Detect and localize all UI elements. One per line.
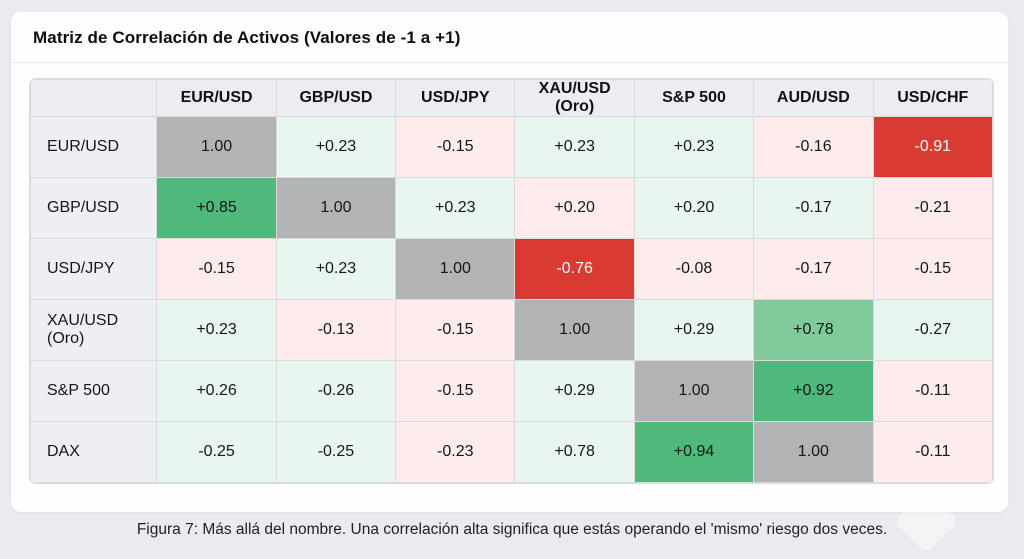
matrix-cell: -0.11	[872, 360, 993, 422]
matrix-cell: -0.76	[514, 238, 635, 300]
matrix-cell: +0.23	[514, 116, 635, 178]
column-header: EUR/USD	[156, 79, 277, 117]
matrix-cell: -0.15	[395, 299, 516, 361]
matrix-cell: -0.27	[872, 299, 993, 361]
matrix-cell: 1.00	[514, 299, 635, 361]
correlation-matrix-container: EUR/USD GBP/USD USD/JPY XAU/USD (Oro) S&P 50…	[29, 78, 994, 484]
matrix-header-row: EUR/USD GBP/USD USD/JPY XAU/USD (Oro) S&P 50…	[30, 79, 993, 117]
column-header: USD/JPY	[395, 79, 516, 117]
row-header: USD/JPY	[30, 238, 158, 300]
matrix-cell: 1.00	[633, 360, 755, 422]
row-header: XAU/USD (Oro)	[30, 299, 158, 361]
matrix-cell: -0.15	[395, 360, 516, 422]
matrix-cell: -0.17	[753, 177, 874, 239]
matrix-cell: -0.13	[275, 299, 397, 361]
matrix-cell: +0.92	[753, 360, 874, 422]
matrix-cell: +0.23	[275, 116, 397, 178]
matrix-cell: -0.91	[872, 116, 993, 178]
matrix-cell: +0.23	[395, 177, 516, 239]
matrix-cell: 1.00	[753, 421, 874, 483]
matrix-cell: 1.00	[156, 116, 277, 178]
matrix-cell: -0.15	[395, 116, 516, 178]
matrix-cell: -0.16	[753, 116, 874, 178]
matrix-cell: +0.85	[156, 177, 277, 239]
matrix-cell: -0.15	[872, 238, 993, 300]
row-header: S&P 500	[30, 360, 158, 422]
figure-title: Matriz de Correlación de Activos (Valore…	[11, 12, 1008, 63]
matrix-row: USD/JPY -0.15 +0.23 1.00 -0.76 -0.08 -0.17 -0.1…	[30, 238, 993, 300]
matrix-cell: +0.20	[633, 177, 755, 239]
matrix-cell: +0.29	[633, 299, 755, 361]
correlation-matrix: EUR/USD GBP/USD USD/JPY XAU/USD (Oro) S&P 50…	[30, 79, 993, 483]
matrix-row: S&P 500 +0.26 -0.26 -0.15 +0.29 1.00 +0.92 -0.1…	[30, 360, 993, 422]
matrix-cell: +0.78	[514, 421, 635, 483]
matrix-cell: 1.00	[395, 238, 516, 300]
row-header: DAX	[30, 421, 158, 483]
matrix-body: EUR/USD 1.00 +0.23 -0.15 +0.23 +0.23 -0.16 -0.9…	[30, 116, 993, 483]
column-header: AUD/USD	[753, 79, 874, 117]
matrix-cell: -0.15	[156, 238, 277, 300]
column-header: GBP/USD	[275, 79, 397, 117]
matrix-cell: -0.25	[275, 421, 397, 483]
matrix-cell: -0.17	[753, 238, 874, 300]
matrix-cell: -0.08	[633, 238, 755, 300]
matrix-cell: -0.23	[395, 421, 516, 483]
column-header: XAU/USD (Oro)	[514, 79, 635, 117]
matrix-corner-cell	[30, 79, 158, 117]
column-header: S&P 500	[633, 79, 755, 117]
matrix-head: EUR/USD GBP/USD USD/JPY XAU/USD (Oro) S&P 50…	[30, 79, 993, 117]
column-header: USD/CHF	[872, 79, 993, 117]
matrix-cell: +0.78	[753, 299, 874, 361]
matrix-cell: +0.20	[514, 177, 635, 239]
matrix-cell: +0.23	[156, 299, 277, 361]
matrix-cell: -0.21	[872, 177, 993, 239]
matrix-cell: -0.11	[872, 421, 993, 483]
matrix-cell: +0.26	[156, 360, 277, 422]
matrix-row: XAU/USD (Oro) +0.23 -0.13 -0.15 1.00 +0.29 +0.…	[30, 299, 993, 361]
figure-caption: Figura 7: Más allá del nombre. Una corre…	[136, 521, 888, 538]
matrix-cell: +0.29	[514, 360, 635, 422]
figure-card: Matriz de Correlación de Activos (Valore…	[11, 12, 1008, 512]
matrix-cell: -0.26	[275, 360, 397, 422]
row-header: EUR/USD	[30, 116, 158, 178]
matrix-cell: +0.94	[633, 421, 755, 483]
matrix-cell: +0.23	[633, 116, 755, 178]
row-header: GBP/USD	[30, 177, 158, 239]
matrix-row: DAX -0.25 -0.25 -0.23 +0.78 +0.94 1.00 -0.11	[30, 421, 993, 483]
matrix-row: EUR/USD 1.00 +0.23 -0.15 +0.23 +0.23 -0.16 -0.9…	[30, 116, 993, 178]
matrix-cell: +0.23	[275, 238, 397, 300]
matrix-row: GBP/USD +0.85 1.00 +0.23 +0.20 +0.20 -0.17 -0.2…	[30, 177, 993, 239]
matrix-cell: -0.25	[156, 421, 277, 483]
matrix-cell: 1.00	[275, 177, 397, 239]
